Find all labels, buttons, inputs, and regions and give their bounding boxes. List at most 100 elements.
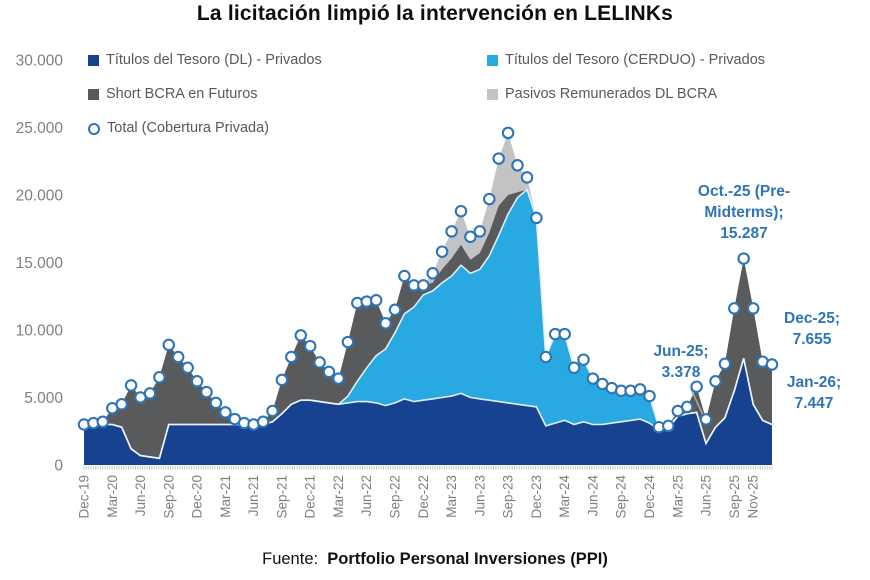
total-marker <box>313 356 326 369</box>
total-marker <box>285 350 298 364</box>
total-marker <box>709 375 722 388</box>
y-axis-label: 0 <box>54 458 63 475</box>
x-axis-label: Jun-20 <box>133 475 148 516</box>
total-marker <box>643 389 656 403</box>
total-marker <box>322 365 336 379</box>
total-marker <box>341 335 355 349</box>
total-marker <box>115 398 128 411</box>
total-marker <box>746 302 760 315</box>
total-marker <box>256 415 270 429</box>
total-marker <box>445 225 458 238</box>
total-marker <box>586 372 600 385</box>
annotation-line: 7.447 <box>794 395 834 412</box>
total-marker <box>200 385 213 399</box>
chart-title: La licitación limpió la intervención en … <box>196 2 674 25</box>
total-markers <box>77 126 779 434</box>
ann-dec-25: Dec-25; 7.655 <box>784 308 840 350</box>
x-axis-label: Sep-25 <box>727 475 742 519</box>
annotation-line: Jan-26; <box>786 374 842 391</box>
source-caption: Fuente: Portfolio Personal Inversiones (… <box>0 550 870 569</box>
total-marker <box>539 350 553 364</box>
annotation-line: Dec-25; <box>784 310 840 327</box>
x-axis-label: Nov-25 <box>746 475 761 519</box>
total-marker <box>398 269 411 283</box>
y-axis-label: 15.000 <box>16 255 64 272</box>
x-axis-label: Mar-23 <box>444 475 459 518</box>
x-axis-label: Sep-20 <box>161 475 176 519</box>
total-marker <box>728 302 741 315</box>
total-marker <box>369 294 383 307</box>
total-marker <box>303 339 317 353</box>
ann-jan-26: Jan-26; 7.447 <box>787 372 841 414</box>
total-marker <box>426 267 439 280</box>
total-marker <box>501 126 515 140</box>
total-marker <box>633 383 647 396</box>
total-marker <box>143 387 157 400</box>
total-marker <box>464 230 477 244</box>
total-marker <box>558 327 571 341</box>
annotation-line: 3.378 <box>661 364 701 381</box>
total-marker <box>699 413 713 426</box>
x-axis-label: Dec-22 <box>416 475 431 519</box>
total-marker <box>266 404 279 418</box>
x-axis-label: Sep-21 <box>274 475 289 519</box>
total-marker <box>379 317 392 330</box>
total-marker <box>124 379 138 392</box>
total-marker <box>718 357 732 371</box>
x-axis-label: Jun-23 <box>472 475 487 516</box>
y-axis-label: 10.000 <box>16 323 64 340</box>
total-marker <box>96 415 110 429</box>
x-axis-minor-ticks <box>83 465 773 470</box>
total-marker <box>530 211 543 225</box>
ann-jun-25: Jun-25; 3.378 <box>653 341 708 383</box>
total-marker <box>520 171 534 184</box>
total-marker <box>275 373 289 387</box>
total-marker <box>219 406 232 419</box>
x-axis-label: Jun-22 <box>359 475 374 516</box>
total-marker <box>662 419 675 433</box>
y-axis-label: 30.000 <box>16 53 64 70</box>
x-axis-label: Dec-23 <box>529 475 544 519</box>
y-axis-label: 5.000 <box>24 390 63 407</box>
x-axis-label: Sep-23 <box>501 475 516 519</box>
total-marker <box>577 353 590 366</box>
source-prefix: Fuente: <box>262 550 319 568</box>
annotation-line: Midterms); <box>704 204 784 221</box>
annotation-line: 15.287 <box>720 225 768 242</box>
total-marker <box>388 303 402 317</box>
x-axis-label: Dec-24 <box>642 475 657 519</box>
total-marker <box>417 279 430 292</box>
x-axis-label: Jun-25 <box>699 475 714 516</box>
total-marker <box>454 204 468 218</box>
total-marker <box>483 192 496 206</box>
x-axis-label: Mar-25 <box>670 475 685 518</box>
total-marker <box>473 225 487 238</box>
x-axis-label: Mar-21 <box>218 475 233 518</box>
total-marker <box>690 380 703 393</box>
total-marker <box>492 152 505 165</box>
total-marker <box>294 329 308 342</box>
total-marker <box>190 375 204 388</box>
x-axis-label: Dec-20 <box>190 475 205 519</box>
total-marker <box>181 361 194 375</box>
x-axis-label: Sep-22 <box>388 475 403 519</box>
x-axis-label: Sep-24 <box>614 475 629 519</box>
area-layer-2 <box>84 189 772 465</box>
total-marker <box>171 350 185 364</box>
annotation-line: Jun-25; <box>653 343 709 360</box>
total-marker <box>435 245 449 258</box>
annotation-line: 7.655 <box>792 331 832 348</box>
total-marker <box>162 338 176 352</box>
y-axis-label: 25.000 <box>16 120 64 137</box>
total-marker <box>511 159 524 172</box>
total-marker <box>680 400 694 414</box>
ann-oct-25: Oct.-25 (Pre- Midterms); 15.287 <box>698 181 790 244</box>
total-marker <box>332 372 345 385</box>
source-name: Portfolio Personal Inversiones (PPI) <box>327 550 608 568</box>
annotation-line: Oct.-25 (Pre- <box>697 183 791 200</box>
total-marker <box>209 396 223 410</box>
total-marker <box>765 358 779 371</box>
x-axis-label: Mar-20 <box>105 475 120 518</box>
annotation-leader-line <box>690 388 704 416</box>
